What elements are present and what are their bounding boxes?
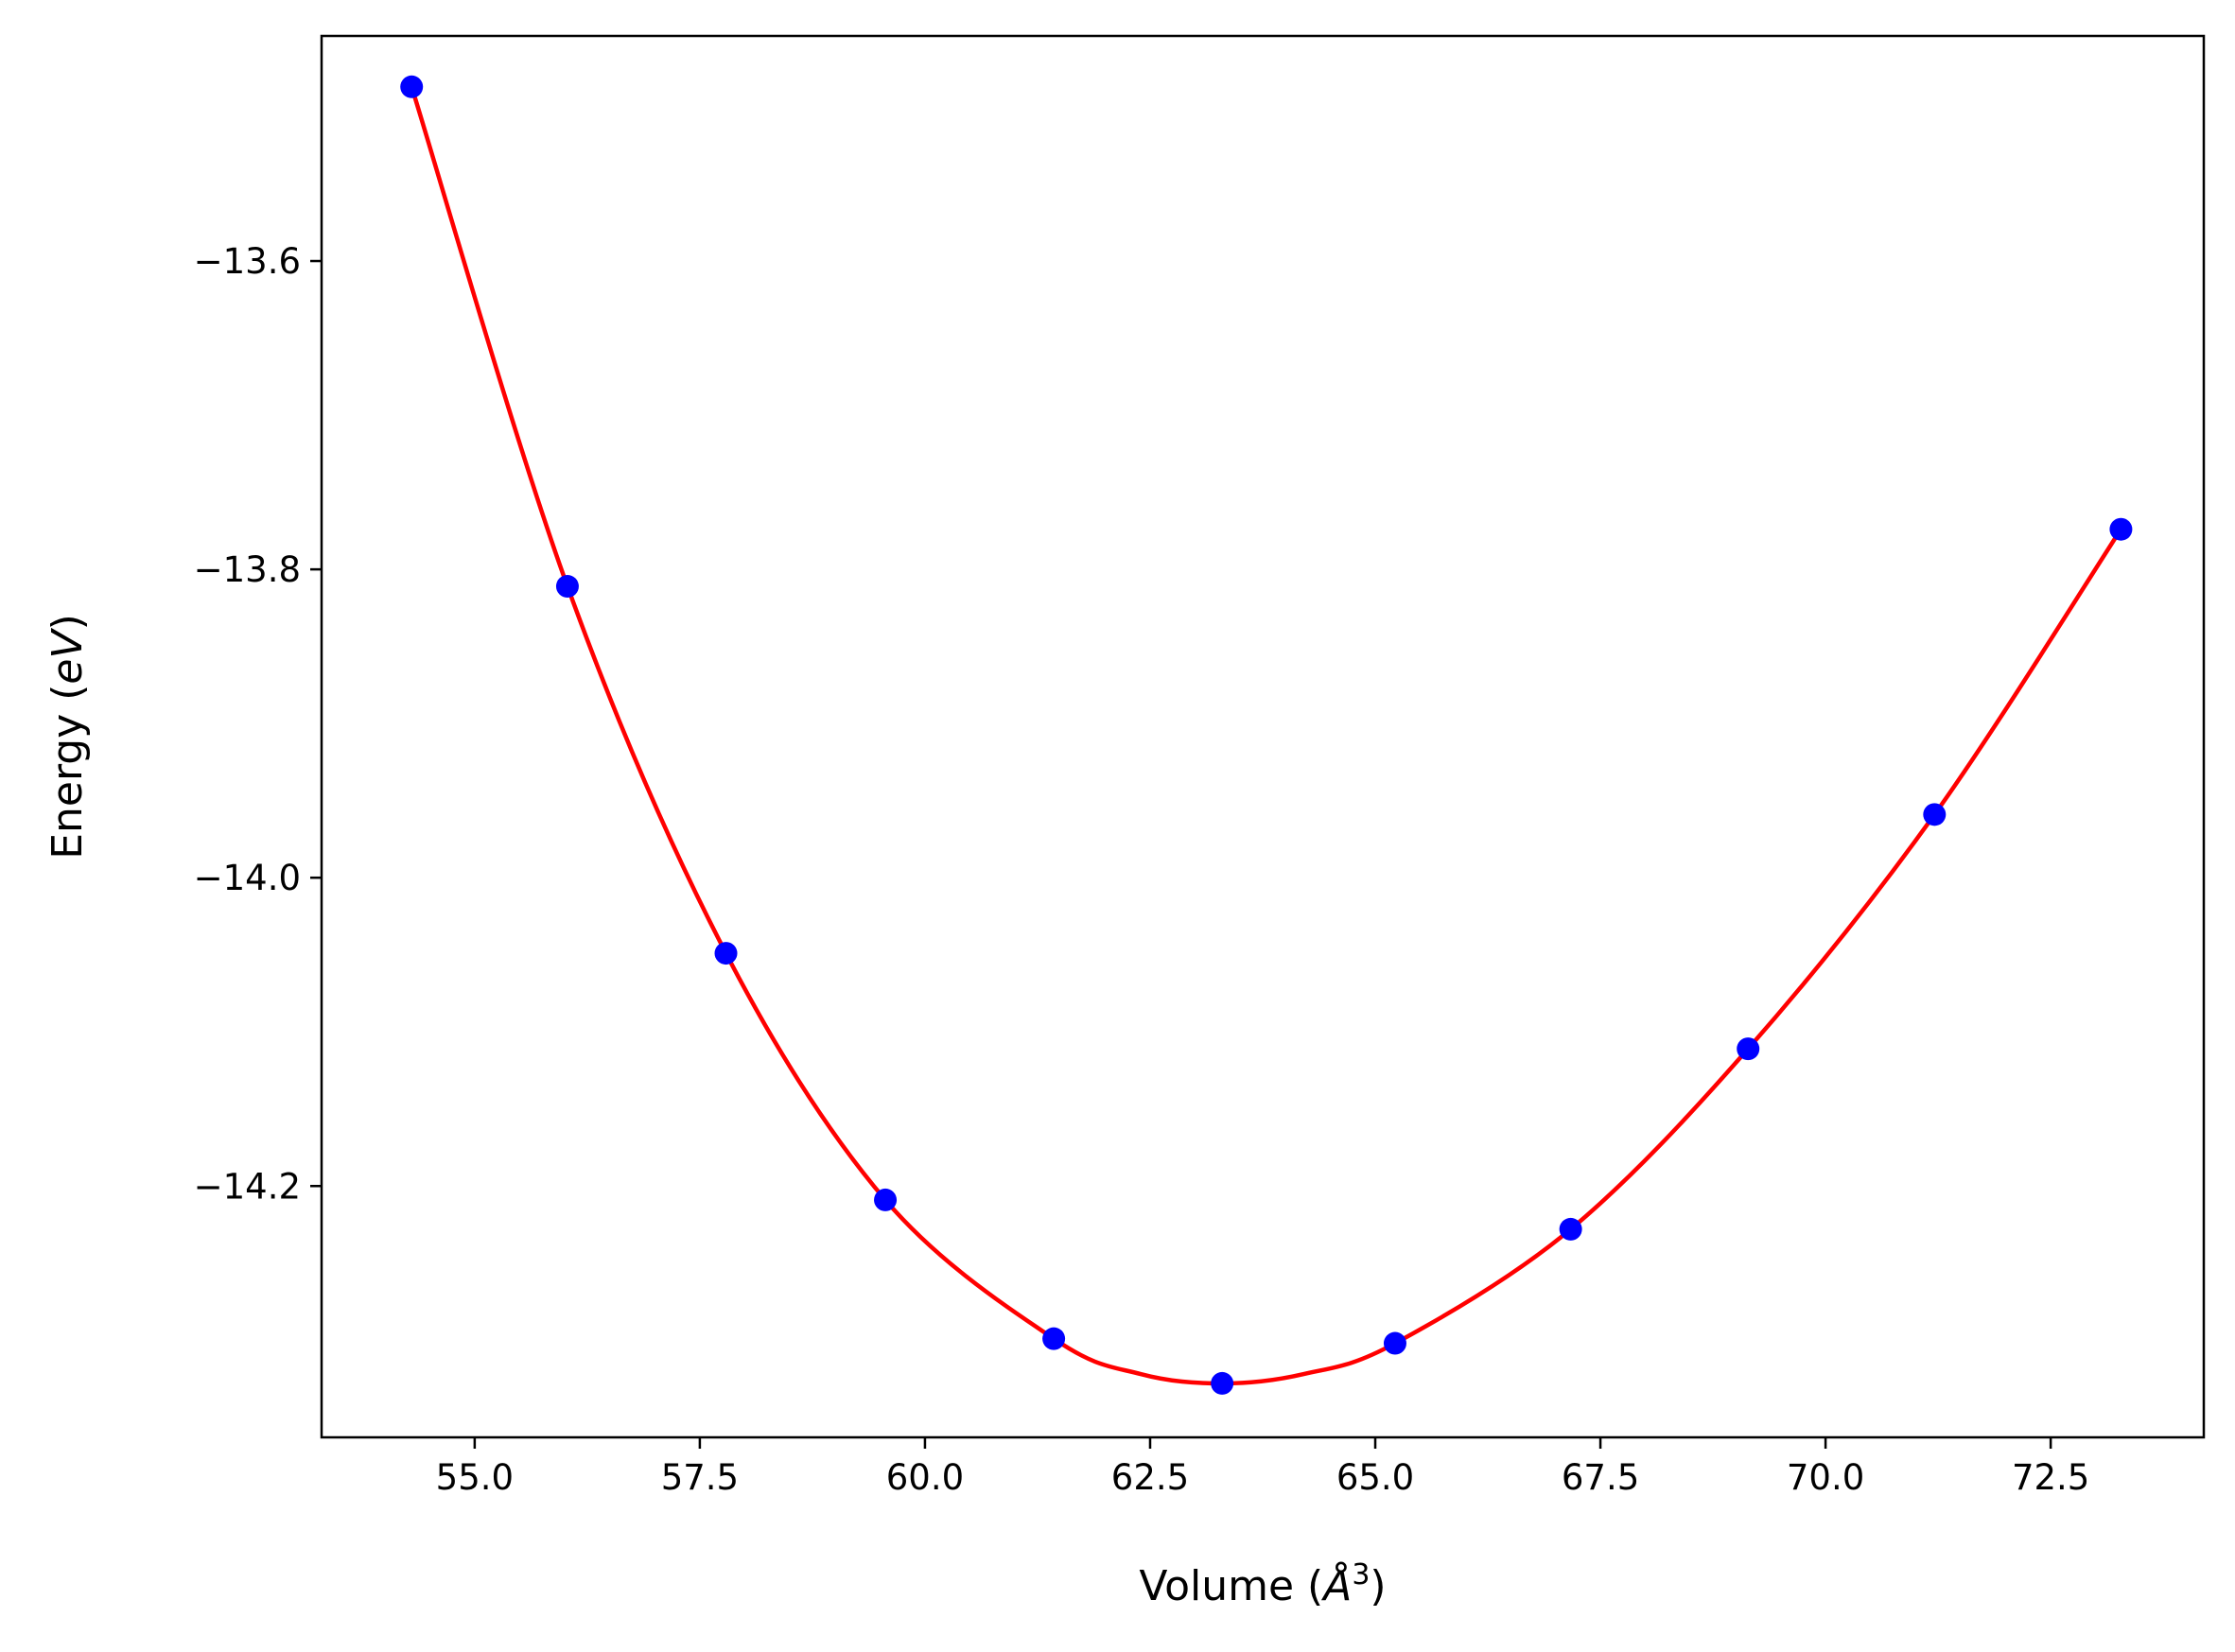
x-axis-ticks: 55.0 57.5 60.0 62.5 65.0 67.5 70.0 72.5 [436,1437,2089,1498]
data-point [1559,1217,1582,1241]
x-tick-label: 65.0 [1336,1457,1414,1498]
x-tick-label: 67.5 [1562,1457,1639,1498]
fit-curve-layer [410,86,2123,1386]
y-tick-label: −13.6 [194,241,301,282]
x-axis-label: Volume (Å3) [1139,1558,1386,1611]
fit-curve [410,86,2123,1386]
data-point [1737,1037,1760,1061]
plot-frame [320,34,2206,1439]
y-tick-label: −14.0 [194,858,301,898]
data-point [874,1188,898,1211]
x-tick-label: 70.0 [1787,1457,1864,1498]
data-point [400,75,424,98]
data-point [1383,1331,1406,1355]
y-tick-label: −13.8 [194,549,301,590]
data-point [1923,803,1947,826]
x-tick-label: 55.0 [436,1457,514,1498]
x-tick-label: 60.0 [886,1457,964,1498]
y-axis-label: Energy (eV) [44,614,92,860]
data-point [2109,517,2133,541]
data-points-layer [400,75,2133,1395]
x-tick-label: 72.5 [2012,1457,2089,1498]
y-axis-ticks: −13.6 −13.8 −14.0 −14.2 [194,241,322,1207]
data-point [1211,1371,1234,1395]
data-point [555,575,579,599]
y-tick-label: −14.2 [194,1166,301,1207]
data-point [714,942,738,965]
data-point [1042,1327,1066,1350]
x-tick-label: 57.5 [661,1457,739,1498]
x-tick-label: 62.5 [1111,1457,1189,1498]
